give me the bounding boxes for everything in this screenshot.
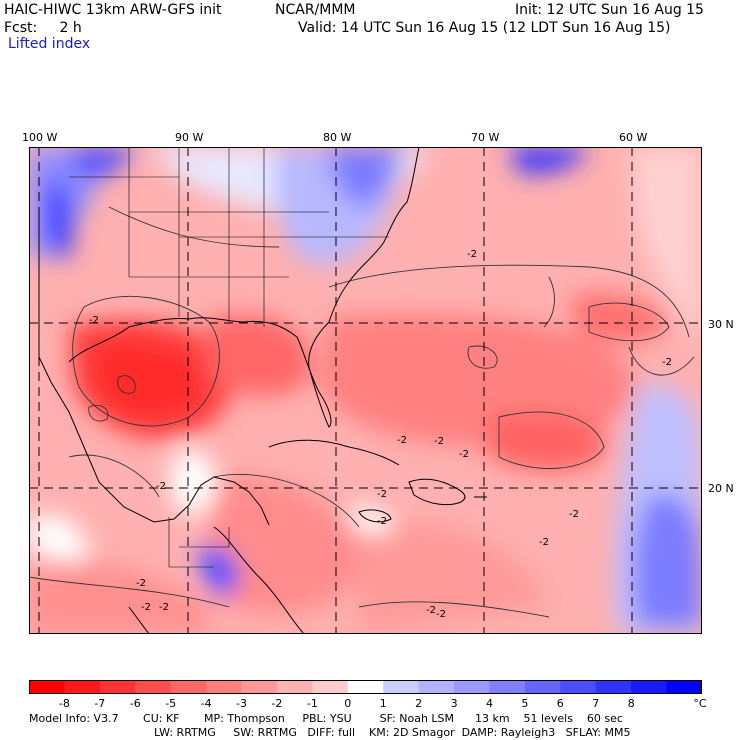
contour-label: -2	[377, 489, 387, 500]
valid-time: Valid: 14 UTC Sun 16 Aug 15 (12 LDT Sun …	[298, 20, 671, 36]
colorbar-cell	[241, 680, 278, 694]
org-label: NCAR/MMM	[275, 2, 356, 18]
colorbar-cell	[64, 680, 101, 694]
contour-label: -2	[467, 249, 477, 260]
colorbar-cell	[312, 680, 349, 694]
contour-label: -2	[397, 435, 407, 446]
contour-label: -2	[426, 605, 436, 616]
colorbar-label: 8	[627, 697, 635, 710]
lon-label-60w: 60 W	[619, 131, 648, 144]
contour-label: -2	[136, 578, 146, 589]
lon-label-70w: 70 W	[471, 131, 500, 144]
lifted-index-map: -2 -2 -2 -2 -2 -2 -2 -2 -2 -2 -2 -2 -2 -…	[29, 147, 702, 634]
lon-label-90w: 90 W	[175, 131, 204, 144]
field-name: Lifted index	[8, 36, 91, 52]
contour-label: -2	[662, 357, 672, 368]
colorbar-label: -1	[306, 697, 318, 710]
contour-label: -2	[141, 602, 151, 613]
colorbar-label: -4	[200, 697, 212, 710]
colorbar-label: 6	[556, 697, 564, 710]
map-frame	[29, 147, 702, 634]
init-time: Init: 12 UTC Sun 16 Aug 15	[515, 2, 704, 18]
colorbar-cell	[170, 680, 207, 694]
colorbar-label: -8	[58, 697, 70, 710]
colorbar-label: 0	[344, 697, 352, 710]
lon-label-100w: 100 W	[22, 131, 58, 144]
colorbar-label: 7	[592, 697, 600, 710]
colorbar-label: 5	[521, 697, 529, 710]
contour-label: -2	[436, 609, 446, 620]
colorbar-cell	[666, 680, 702, 694]
contour-label: -2	[569, 509, 579, 520]
lat-label-30n: 30 N	[708, 318, 734, 331]
contour-label: -2	[377, 516, 387, 527]
contour-label: -2	[434, 436, 444, 447]
forecast-hour: Fcst: 2 h	[4, 20, 82, 36]
colorbar-cell	[276, 680, 313, 694]
colorbar-cell	[135, 680, 172, 694]
model-info-line2: LW: RRTMG SW: RRTMG DIFF: full KM: 2D Sm…	[154, 726, 631, 739]
contour-label: -2	[459, 449, 469, 460]
state-borders	[69, 147, 389, 568]
colorbar-cell	[99, 680, 136, 694]
colorbar-cell	[347, 680, 384, 694]
colorbar-cell	[631, 680, 668, 694]
lon-label-80w: 80 W	[323, 131, 352, 144]
colorbar-cell	[560, 680, 597, 694]
colorbar-label: 1	[379, 697, 387, 710]
colorbar-label: -6	[129, 697, 141, 710]
colorbar	[29, 680, 702, 694]
colorbar-cell	[454, 680, 490, 694]
colorbar-cell	[595, 680, 632, 694]
contour-label: -2	[89, 315, 99, 326]
colorbar-label: 4	[486, 697, 493, 710]
lat-lon-grid	[29, 147, 702, 634]
model-info-line1: Model Info: V3.7 CU: KF MP: Thompson PBL…	[29, 712, 623, 725]
colorbar-label: 2	[415, 697, 423, 710]
coastlines	[38, 147, 487, 634]
lat-label-20n: 20 N	[708, 482, 734, 495]
colorbar-cell	[29, 680, 65, 694]
model-title: HAIC-HIWC 13km ARW-GFS init	[4, 2, 222, 18]
colorbar-cell	[418, 680, 455, 694]
colorbar-label: -3	[236, 697, 247, 710]
colorbar-label: -7	[94, 697, 106, 710]
contour-label: -2	[156, 481, 166, 492]
field-shading	[29, 147, 702, 634]
colorbar-label: -5	[165, 697, 177, 710]
colorbar-cell	[489, 680, 526, 694]
colorbar-label: -2	[271, 697, 283, 710]
contour-label: -2	[539, 537, 549, 548]
colorbar-unit: °C	[693, 697, 707, 710]
contour-label: -2	[159, 602, 169, 613]
colorbar-label: 3	[450, 697, 458, 710]
colorbar-cell	[524, 680, 561, 694]
colorbar-cell	[383, 680, 420, 694]
colorbar-cell	[206, 680, 243, 694]
